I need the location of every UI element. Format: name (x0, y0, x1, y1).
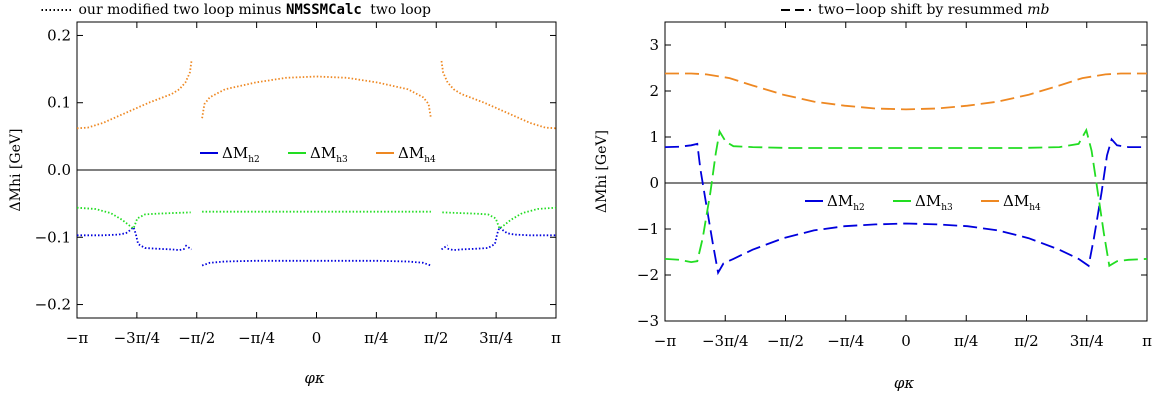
y-tick-label: 0.0 (47, 161, 71, 179)
y-tick-label: −3 (637, 312, 659, 330)
y-tick-label: −0.2 (35, 296, 71, 314)
x-axis-label: φκ (304, 369, 325, 387)
y-tick-label: −2 (637, 266, 659, 284)
x-tick-label: π/4 (364, 329, 388, 347)
legend: ΔMh2 ΔMh3 ΔMh4 (805, 192, 1041, 213)
x-tick-label: π (1142, 332, 1152, 350)
x-tick-label: 3π/4 (1070, 332, 1104, 350)
x-tick-label: π/4 (954, 332, 978, 350)
chart-title: our modified two loop minus NMSSMCalc tw… (41, 2, 432, 18)
series-line-h2 (77, 225, 186, 252)
x-tick-label: 3π/4 (479, 329, 513, 347)
y-tick-label: 3 (649, 36, 659, 54)
series-line-h2 (184, 244, 193, 251)
series-line-h4 (76, 60, 193, 130)
series-line-h2 (664, 137, 1147, 276)
x-tick-label: π (551, 329, 561, 347)
y-tick-label: 0.2 (47, 26, 71, 44)
y-axis-label: ΔMhi [GeV] (594, 130, 610, 213)
chart-title: two−loop shift by resummed mb (781, 2, 1049, 18)
x-tick-label: −π/4 (827, 332, 864, 350)
y-tick-label: −0.1 (35, 228, 71, 246)
legend: ΔMh2 ΔMh3 ΔMh4 (200, 144, 436, 165)
y-tick-label: 0.1 (47, 94, 71, 112)
x-tick-label: −π (654, 332, 677, 350)
x-tick-label: −π/4 (238, 329, 275, 347)
plot-frame (664, 21, 1148, 322)
title-text: two−loop shift by resummed mb (818, 2, 1049, 18)
x-tick-label: −3π/4 (702, 332, 749, 350)
x-tick-label: −3π/4 (114, 329, 161, 347)
series-line-h2 (447, 225, 556, 252)
y-tick-label: 1 (649, 128, 659, 146)
series-line-h4 (201, 75, 432, 119)
y-tick-label: −1 (637, 220, 659, 238)
x-axis-label: φκ (894, 374, 915, 392)
chart-panel-1: −0.2 −0.1 0.0 0.1 0.2 −π −3π/4 −π/2 −π/4 0 π/4 π/2 3… (8, 2, 561, 387)
legend-label-h3: ΔMh3 (310, 144, 348, 165)
y-tick-label: 0 (649, 174, 659, 192)
x-tick-label: −π/2 (767, 332, 804, 350)
y-tick-label: 2 (649, 82, 659, 100)
legend-label-h4: ΔMh4 (398, 144, 436, 165)
x-tick-label: 0 (312, 329, 322, 347)
legend-label-h4: ΔMh4 (1003, 192, 1041, 213)
series-line-h2 (201, 259, 432, 267)
legend-label-h3: ΔMh3 (915, 192, 953, 213)
x-tick-label: π/2 (1014, 332, 1038, 350)
series-line-h4 (665, 72, 1147, 111)
series-line-h3 (76, 206, 191, 230)
chart-panel-2: −3 −2 −1 0 1 2 3 −π −3π/4 −π/2 −π/4 0 π/4 π/2 3π/4 π φκ Δ… (594, 2, 1152, 392)
series-line-h3 (442, 206, 557, 230)
x-tick-label: −π/2 (178, 329, 215, 347)
x-tick-label: π/2 (424, 329, 448, 347)
x-tick-label: 0 (901, 332, 911, 350)
legend-label-h2: ΔMh2 (827, 192, 865, 213)
series-line-h4 (440, 60, 557, 130)
series-line-h2 (440, 244, 449, 251)
title-text: our modified two loop minus NMSSMCalc tw… (79, 2, 432, 18)
x-tick-label: −π (66, 329, 89, 347)
y-axis-label: ΔMhi [GeV] (8, 129, 24, 212)
legend-label-h2: ΔMh2 (222, 144, 260, 165)
series-line-h3 (664, 127, 1148, 268)
